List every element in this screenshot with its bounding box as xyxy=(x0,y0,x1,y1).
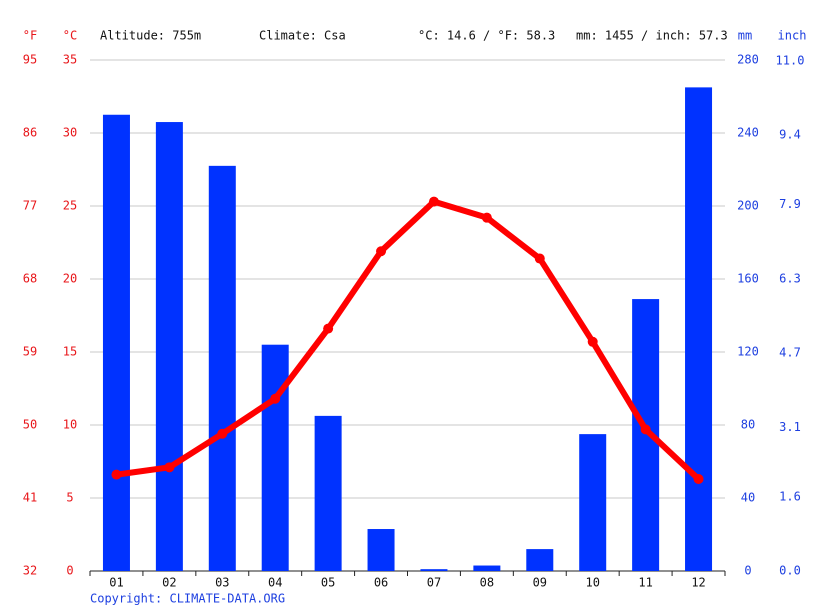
tick-label: 240 xyxy=(737,126,759,140)
x-tick-label: 07 xyxy=(427,576,441,590)
bar xyxy=(314,415,342,571)
bar xyxy=(208,165,236,571)
tick-label: 160 xyxy=(737,272,759,286)
tick-label: 68 xyxy=(23,272,37,286)
tick-label: 7.9 xyxy=(779,197,801,211)
climate: Climate: Csa xyxy=(259,29,346,43)
tick-label: 9.4 xyxy=(779,128,801,142)
tick-label: 11.0 xyxy=(776,53,805,67)
point xyxy=(270,393,281,404)
tick-label: 59 xyxy=(23,345,37,359)
tick-label: 77 xyxy=(23,199,37,213)
tick-label: 40 xyxy=(741,491,755,505)
x-tick-label: 11 xyxy=(638,576,652,590)
tick-label: 0 xyxy=(66,564,73,578)
bar xyxy=(579,434,607,571)
c-unit: °C xyxy=(63,29,77,43)
tick-label: 86 xyxy=(23,126,37,140)
tick-label: 3.1 xyxy=(779,420,801,434)
tick-label: 4.7 xyxy=(779,346,801,360)
bar xyxy=(102,114,130,571)
tick-label: 41 xyxy=(23,491,37,505)
tick-label: 80 xyxy=(741,418,755,432)
f-unit: °F xyxy=(23,29,37,43)
point xyxy=(587,336,598,347)
x-tick-label: 03 xyxy=(215,576,229,590)
bar xyxy=(367,529,395,571)
tick-label: 30 xyxy=(63,126,77,140)
mm-unit: mm xyxy=(738,29,752,43)
precip-total: mm: 1455 / inch: 57.3 xyxy=(576,29,728,43)
x-tick-label: 05 xyxy=(321,576,335,590)
x-tick-label: 09 xyxy=(533,576,547,590)
point xyxy=(111,469,122,480)
tick-label: 50 xyxy=(23,418,37,432)
point xyxy=(693,474,704,485)
tick-label: 10 xyxy=(63,418,77,432)
tick-label: 1.6 xyxy=(779,489,801,503)
point xyxy=(428,196,439,207)
inch-unit: inch xyxy=(778,29,807,43)
x-tick-label: 10 xyxy=(585,576,599,590)
line xyxy=(116,198,701,482)
tick-label: 200 xyxy=(737,199,759,213)
x-tick-label: 04 xyxy=(268,576,282,590)
altitude: Altitude: 755m xyxy=(100,29,201,43)
copyright: Copyright: CLIMATE-DATA.ORG xyxy=(90,592,285,606)
tick-label: 0.0 xyxy=(779,564,801,578)
point xyxy=(481,212,492,223)
x-tick-label: 02 xyxy=(162,576,176,590)
tick-label: 15 xyxy=(63,345,77,359)
bar xyxy=(420,569,448,571)
point xyxy=(376,246,387,257)
tick-label: 6.3 xyxy=(779,271,801,285)
x-tick-label: 12 xyxy=(691,576,705,590)
x-tick-label: 01 xyxy=(109,576,123,590)
point xyxy=(164,462,175,473)
tick-label: 95 xyxy=(23,53,37,67)
point xyxy=(217,428,228,439)
temp-avg: °C: 14.6 / °F: 58.3 xyxy=(418,29,555,43)
bar xyxy=(261,344,289,571)
tick-label: 32 xyxy=(23,564,37,578)
bar xyxy=(473,565,501,571)
x-tick-label: 06 xyxy=(374,576,388,590)
tick-label: 20 xyxy=(63,272,77,286)
tick-label: 5 xyxy=(66,491,73,505)
bar xyxy=(155,122,183,572)
tick-label: 280 xyxy=(737,53,759,67)
tick-label: 25 xyxy=(63,199,77,213)
tick-label: 0 xyxy=(744,564,751,578)
point xyxy=(534,253,545,264)
point xyxy=(640,424,651,435)
point xyxy=(323,323,334,334)
bar xyxy=(685,87,713,571)
tick-label: 120 xyxy=(737,345,759,359)
bar xyxy=(526,549,554,571)
tick-label: 35 xyxy=(63,53,77,67)
x-tick-label: 08 xyxy=(480,576,494,590)
